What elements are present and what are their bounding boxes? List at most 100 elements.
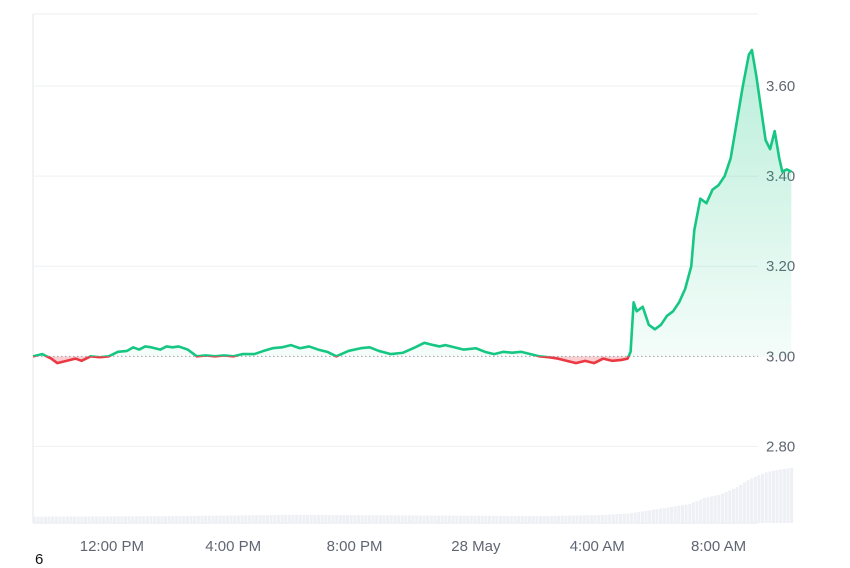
- volume-bar: [600, 514, 604, 523]
- volume-bar: [633, 512, 637, 523]
- volume-bar: [346, 515, 350, 523]
- volume-bar: [62, 516, 66, 523]
- volume-bar: [680, 505, 684, 523]
- volume-bar: [196, 515, 200, 523]
- y-tick-label: 3.60: [766, 78, 795, 95]
- volume-bar: [484, 515, 488, 523]
- volume-bar: [451, 515, 455, 523]
- volume-bar: [284, 514, 288, 523]
- volume-bar: [229, 515, 233, 523]
- volume-bar: [455, 515, 459, 523]
- volume-bar: [116, 516, 120, 523]
- volume-bar: [437, 515, 441, 523]
- volume-bar: [316, 514, 320, 523]
- volume-bar: [47, 516, 51, 523]
- volume-bar: [174, 516, 179, 523]
- volume-bar: [458, 515, 462, 523]
- volume-bar: [367, 515, 371, 523]
- volume-bar: [444, 515, 448, 523]
- volume-bar: [207, 515, 211, 523]
- volume-bar: [397, 515, 401, 523]
- volume-bar: [506, 515, 510, 523]
- volume-bar: [338, 515, 342, 523]
- volume-bar: [604, 514, 608, 523]
- area-above-baseline: [33, 50, 792, 357]
- volume-bar: [142, 516, 146, 523]
- area-below-baseline: [33, 356, 629, 364]
- volume-bar: [735, 487, 739, 523]
- volume-bar: [382, 515, 386, 523]
- volume-bar: [109, 516, 113, 523]
- volume-bar: [422, 515, 426, 523]
- y-tick-label: 2.80: [766, 438, 795, 455]
- volume-bar: [320, 514, 324, 523]
- volume-bar: [120, 516, 124, 523]
- volume-bar: [553, 515, 557, 523]
- volume-bar: [36, 516, 40, 523]
- volume-bar: [327, 514, 331, 523]
- volume-bar: [768, 471, 772, 523]
- volume-bar: [411, 515, 415, 523]
- volume-bar: [98, 516, 102, 523]
- volume-bar: [655, 509, 659, 523]
- volume-bar: [76, 516, 80, 523]
- volume-bar: [164, 516, 168, 523]
- volume-bar: [564, 515, 568, 523]
- volume-bar: [360, 515, 364, 523]
- volume-bar: [211, 515, 215, 523]
- volume-bar: [124, 516, 128, 523]
- volume-bar: [324, 514, 328, 523]
- volume-bar: [575, 515, 579, 523]
- volume-bar: [579, 515, 583, 523]
- volume-bar: [276, 514, 280, 523]
- volume-bar: [313, 514, 317, 523]
- volume-bar: [502, 515, 506, 523]
- volume-bar: [298, 514, 302, 523]
- volume-bar: [83, 516, 88, 523]
- volume-bar: [51, 516, 55, 523]
- volume-bar: [538, 516, 543, 523]
- volume-bar: [495, 515, 499, 523]
- volume-bar: [291, 514, 295, 523]
- volume-bar: [782, 468, 786, 523]
- volume-bar: [204, 515, 208, 523]
- x-tick-label: 28 May: [451, 538, 501, 555]
- volume-bar: [571, 515, 575, 523]
- volume-bar: [775, 470, 779, 523]
- volume-bar: [731, 489, 735, 523]
- corner-label: 6: [35, 551, 44, 568]
- volume-bar: [222, 515, 226, 523]
- volume-bar: [280, 514, 284, 523]
- volume-bar: [677, 505, 681, 523]
- volume-bar: [786, 468, 790, 523]
- x-tick-label: 12:00 PM: [80, 538, 144, 555]
- volume-bar: [167, 516, 171, 523]
- volume-bar: [244, 515, 248, 523]
- volume-bar: [306, 514, 310, 523]
- volume-bar: [429, 515, 433, 523]
- volume-bar: [640, 511, 644, 523]
- volume-bar: [87, 516, 91, 523]
- volume-bar: [189, 515, 193, 523]
- volume-bar: [771, 470, 775, 523]
- x-tick-label: 8:00 PM: [327, 538, 383, 555]
- price-line-up: [32, 48, 792, 357]
- volume-bar: [513, 515, 517, 523]
- volume-bar: [746, 480, 750, 523]
- volume-bar: [549, 515, 553, 523]
- x-tick-label: 4:00 AM: [570, 538, 625, 555]
- volume-bar: [702, 498, 706, 523]
- volume-bar: [589, 515, 593, 523]
- volume-bar: [415, 515, 419, 523]
- volume-bar: [33, 516, 37, 523]
- volume-bar: [309, 514, 313, 523]
- volume-bar: [447, 515, 452, 523]
- volume-bar: [80, 516, 84, 523]
- volume-bar: [750, 478, 754, 523]
- volume-bar: [779, 469, 783, 523]
- volume-bar: [356, 515, 361, 523]
- volume-bar: [404, 515, 408, 523]
- volume-bar: [349, 515, 353, 523]
- volume-bar: [407, 515, 411, 523]
- volume-bar: [498, 515, 502, 523]
